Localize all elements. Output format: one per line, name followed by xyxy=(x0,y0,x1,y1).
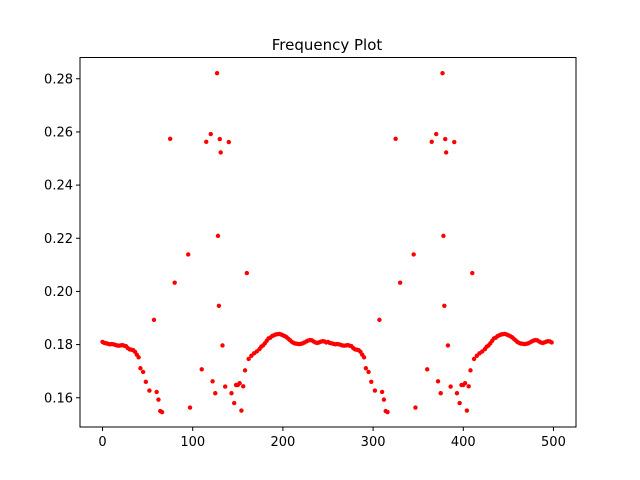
data-point xyxy=(549,340,554,345)
data-point xyxy=(457,400,462,406)
data-point xyxy=(385,409,390,415)
data-point xyxy=(213,391,218,396)
data-point xyxy=(232,400,237,406)
scatter-points xyxy=(100,70,554,415)
data-point xyxy=(377,317,382,323)
y-tick-label: 0.16 xyxy=(44,391,73,406)
data-point xyxy=(425,367,430,372)
y-tick-label: 0.26 xyxy=(44,125,73,140)
data-point xyxy=(470,270,475,276)
data-point xyxy=(435,379,441,384)
x-tick-label: 300 xyxy=(361,435,386,450)
data-point xyxy=(217,136,222,142)
data-point xyxy=(462,380,468,386)
data-point xyxy=(411,252,416,257)
data-point xyxy=(440,70,445,76)
data-point xyxy=(167,136,173,142)
data-point xyxy=(468,368,473,373)
data-point xyxy=(448,384,453,389)
data-point xyxy=(443,150,449,155)
x-tick-label: 500 xyxy=(541,435,566,450)
data-point xyxy=(369,379,374,385)
data-point xyxy=(218,150,223,155)
data-point xyxy=(366,369,371,375)
data-point xyxy=(393,136,398,142)
data-point xyxy=(138,366,143,371)
data-point xyxy=(379,389,385,395)
data-point xyxy=(210,379,215,384)
data-point xyxy=(363,366,369,371)
data-point xyxy=(445,343,451,348)
data-point xyxy=(454,391,460,396)
data-point xyxy=(239,408,244,413)
data-point xyxy=(204,139,209,144)
plot-frame xyxy=(79,57,577,428)
x-tick-label: 200 xyxy=(270,435,295,450)
x-tick-label: 100 xyxy=(180,435,205,450)
data-point xyxy=(172,280,177,285)
data-point xyxy=(413,405,418,410)
y-tick-label: 0.20 xyxy=(44,285,73,300)
data-point xyxy=(372,388,378,393)
data-point xyxy=(214,70,220,76)
data-point xyxy=(220,343,225,348)
data-point xyxy=(441,233,446,239)
data-point xyxy=(244,270,250,276)
data-point xyxy=(237,380,242,386)
data-point xyxy=(147,388,152,393)
chart-title: Frequency Plot xyxy=(272,36,383,54)
data-point xyxy=(156,397,161,402)
data-point xyxy=(246,356,251,362)
x-tick-label: 0 xyxy=(98,435,106,450)
data-point xyxy=(159,409,165,415)
y-axis: 0.16 0.18 0.20 0.22 0.24 0.26 0.28 xyxy=(44,72,80,406)
data-point xyxy=(443,136,448,142)
y-tick-label: 0.22 xyxy=(44,232,73,247)
data-point xyxy=(241,384,246,389)
data-point xyxy=(186,252,191,257)
data-point xyxy=(471,356,477,362)
data-point xyxy=(140,369,146,375)
data-point xyxy=(136,355,141,360)
data-point xyxy=(154,389,159,395)
y-tick-label: 0.18 xyxy=(44,338,73,353)
data-point xyxy=(151,317,157,323)
x-axis: 0 100 200 300 400 500 xyxy=(98,427,566,450)
data-point xyxy=(466,384,471,389)
y-tick-label: 0.24 xyxy=(44,179,73,194)
data-point xyxy=(143,379,149,385)
data-point xyxy=(464,408,470,413)
data-point xyxy=(229,391,234,396)
data-point xyxy=(429,139,434,144)
data-point xyxy=(216,303,222,308)
data-point xyxy=(438,391,443,396)
x-tick-label: 400 xyxy=(451,435,476,450)
data-point xyxy=(199,367,204,372)
y-tick-label: 0.28 xyxy=(44,72,73,87)
data-point xyxy=(397,280,403,285)
data-point xyxy=(222,384,228,389)
data-point xyxy=(381,397,387,402)
data-point xyxy=(215,233,221,239)
data-point xyxy=(361,355,367,360)
data-point xyxy=(434,131,439,137)
data-point xyxy=(187,405,193,410)
data-point xyxy=(226,139,231,145)
data-point xyxy=(442,303,447,308)
data-point xyxy=(452,139,457,145)
data-point xyxy=(208,131,213,137)
data-point xyxy=(242,368,248,373)
